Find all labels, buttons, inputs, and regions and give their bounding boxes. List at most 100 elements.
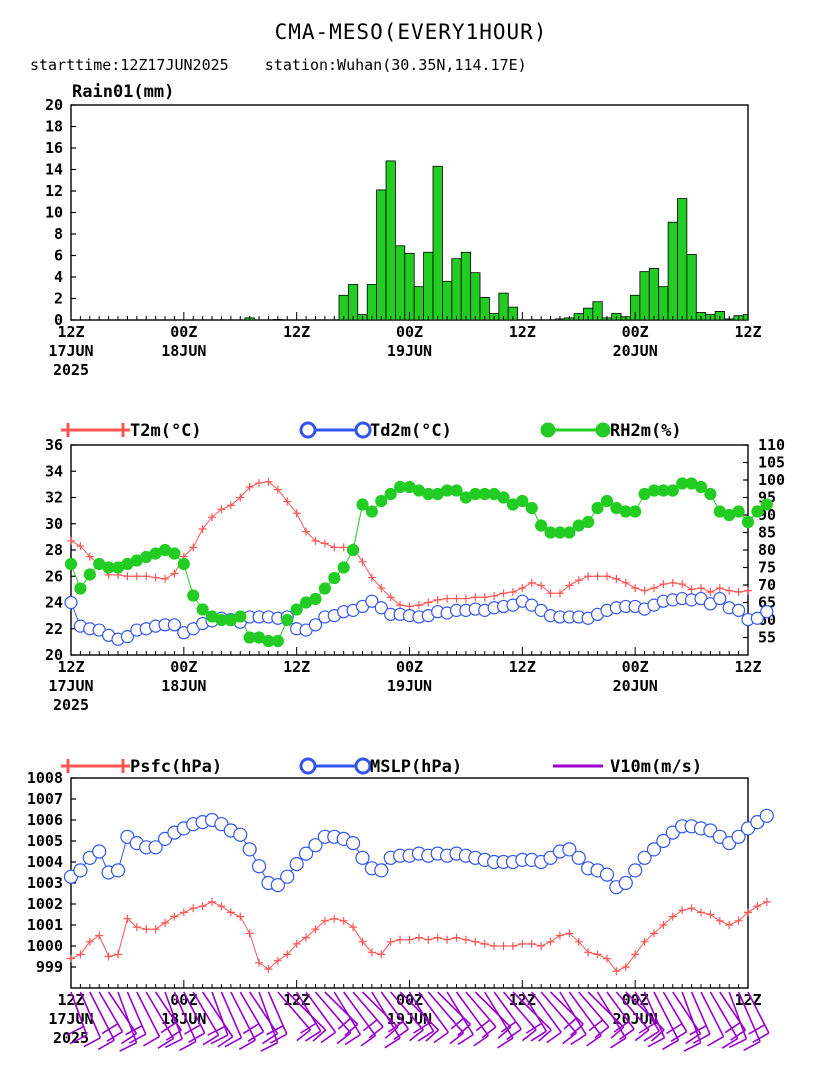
t2m-marker	[161, 574, 170, 583]
mslp-marker	[251, 859, 267, 874]
temp-y-tick-label: 24	[45, 594, 63, 612]
wind-barb-staff	[380, 991, 410, 1030]
wind-barb-flag	[538, 1029, 552, 1042]
psfc-marker	[349, 923, 358, 932]
temp-y-tick-label: 34	[45, 462, 63, 480]
psfc-marker	[339, 916, 348, 925]
psfc-marker	[744, 908, 752, 917]
t2m-marker	[706, 588, 715, 596]
psfc-marker	[161, 918, 170, 927]
wind-barb-staff	[446, 991, 474, 1036]
temp-time-label: 00Z	[170, 658, 197, 676]
wind-barb-staff	[70, 991, 88, 1036]
psfc-marker	[95, 931, 104, 940]
wind-barb-flag	[266, 1025, 284, 1036]
rain-bar	[413, 286, 425, 321]
page-title: CMA-MESO(EVERY1HOUR)	[274, 20, 548, 44]
psfc-marker	[565, 929, 574, 938]
legend-t2m-marker	[61, 423, 75, 437]
t2m-marker	[358, 557, 367, 566]
wind-barb-flag	[106, 1031, 123, 1043]
wind-barb-staff	[568, 991, 602, 1037]
wind-barb-flag	[610, 1026, 625, 1039]
rh2m-marker	[196, 603, 209, 616]
rain-bar	[639, 271, 650, 321]
wind-barb-flag	[247, 1031, 264, 1043]
psfc-marker	[537, 942, 546, 950]
t2m-marker	[574, 576, 583, 585]
mslp-marker	[289, 856, 304, 872]
t2m-marker	[217, 505, 226, 514]
psfc-marker	[311, 925, 320, 934]
wind-barb-flag	[594, 1026, 610, 1039]
psfc-marker	[236, 912, 245, 921]
rain-y-tick-label: 12	[45, 182, 63, 200]
t2m-marker	[320, 539, 329, 548]
wind-barb-flag	[506, 1028, 522, 1041]
wind-barb-staff	[343, 991, 377, 1037]
psfc-marker	[668, 912, 677, 921]
wind-barb-flag	[586, 1034, 602, 1047]
psfc-marker	[114, 950, 123, 959]
wind-barb-staff	[89, 991, 115, 1041]
wind-barb-flag	[164, 1038, 183, 1049]
wind-barb-flag	[619, 1028, 635, 1041]
wind-barb-staff	[596, 991, 627, 1039]
rh2m-marker	[563, 526, 576, 539]
temp-time-label: 12Z	[57, 658, 84, 676]
t2m-marker	[461, 594, 470, 603]
rh-y-tick-label: 110	[758, 436, 785, 454]
rain-bar	[648, 267, 660, 321]
t2m-marker	[508, 588, 517, 596]
psfc-marker	[508, 942, 517, 950]
legend-t2m-marker	[116, 423, 130, 437]
rh2m-marker	[741, 515, 755, 529]
rain-bar	[658, 286, 669, 321]
wind-barb-staff	[333, 991, 362, 1036]
wind-barb-flag	[97, 1039, 115, 1051]
wind-barb-flag	[634, 1029, 650, 1042]
t2m-marker	[744, 586, 752, 595]
t2m-marker	[555, 589, 564, 598]
wind-barb-staff	[681, 991, 702, 1044]
legend-v10m-label: V10m(m/s)	[610, 757, 702, 777]
psfc-marker	[283, 950, 292, 959]
temp-y-tick-label: 30	[45, 515, 63, 533]
pres-time-label: 12Z	[57, 991, 84, 1009]
rh2m-marker	[694, 480, 708, 494]
rain-y-tick-label: 8	[54, 225, 63, 243]
rh2m-marker	[234, 610, 247, 623]
t2m-marker	[640, 586, 649, 595]
rain-bar	[498, 292, 509, 321]
rh2m-marker	[83, 568, 96, 581]
rh2m-marker	[629, 505, 642, 518]
rh-y-tick-label: 55	[758, 629, 776, 647]
wind-barb-staff	[314, 991, 352, 1034]
temp-y-tick-label: 26	[45, 567, 63, 585]
pres-year-label: 2025	[53, 1029, 89, 1047]
wind-barb-staff	[324, 991, 359, 1025]
wind-barb-staff	[474, 991, 512, 1028]
t2m-marker	[546, 589, 555, 598]
wind-barb-flag	[337, 1017, 352, 1030]
wind-barb-staff	[361, 991, 399, 1028]
wind-barb-flag	[384, 1026, 399, 1039]
rh-y-tick-label: 75	[758, 559, 776, 577]
psfc-marker	[377, 950, 386, 959]
t2m-marker	[339, 543, 348, 552]
pres-y-tick-label: 1004	[27, 853, 63, 871]
t2m-marker	[67, 536, 75, 545]
wind-barb-staff	[399, 991, 440, 1031]
rh2m-marker	[290, 603, 303, 616]
t2m-marker	[668, 578, 677, 587]
mslp-marker	[656, 833, 671, 849]
td2m-marker	[713, 591, 727, 606]
pres-y-tick-label: 1008	[27, 769, 63, 787]
psfc-marker	[198, 902, 207, 911]
rh2m-marker	[751, 505, 764, 518]
wind-barb-flag	[412, 1022, 430, 1034]
wind-barb-flag	[721, 1037, 739, 1049]
wind-barb-staff	[352, 991, 384, 1028]
wind-barb-staff	[286, 991, 327, 1031]
t2m-marker	[414, 601, 423, 610]
